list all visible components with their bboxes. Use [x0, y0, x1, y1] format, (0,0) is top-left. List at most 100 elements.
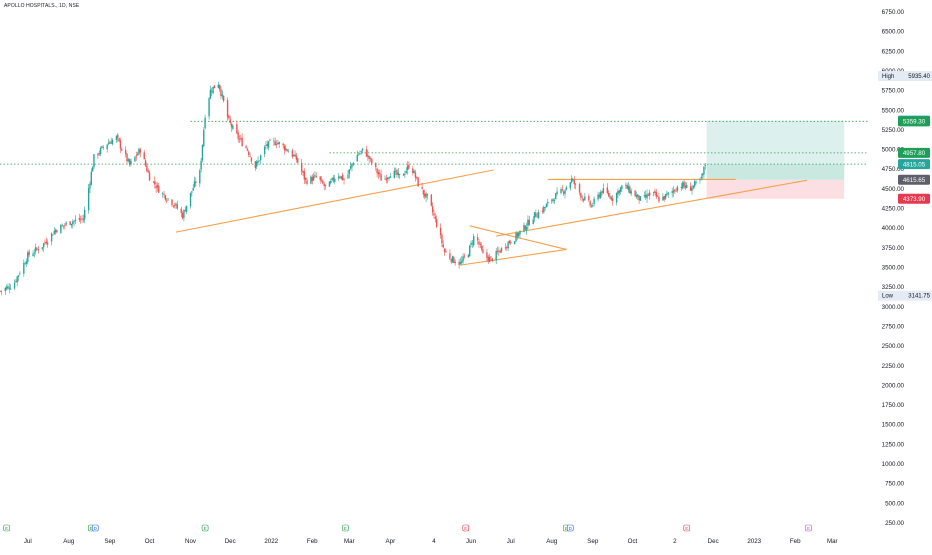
candle-body — [74, 219, 77, 221]
candle-body — [439, 227, 442, 236]
candle-body — [496, 250, 499, 252]
trendline-rising-support — [496, 179, 808, 237]
event-marker-glyph: D — [569, 526, 573, 531]
candle-body — [597, 194, 599, 200]
candle-body — [701, 173, 704, 176]
candle-body — [0, 290, 3, 292]
candle-body — [500, 247, 503, 252]
y-tick-label: 4250.00 — [882, 206, 905, 213]
candle-body — [394, 170, 397, 172]
y-tick-label: 6750.00 — [882, 9, 905, 16]
candle-body — [619, 187, 622, 192]
candle-body — [676, 186, 679, 191]
candle-body — [536, 216, 538, 218]
candle-body — [173, 205, 176, 206]
candle-body — [115, 136, 118, 140]
candle-body — [379, 173, 381, 175]
candle-body — [691, 187, 693, 191]
candle-body — [396, 169, 398, 175]
candle-body — [424, 193, 426, 197]
candle-body — [645, 194, 647, 198]
trendline-pennant-top — [469, 225, 567, 250]
x-tick-label: 2022 — [264, 538, 278, 545]
candle-body — [646, 193, 648, 199]
candle-body — [110, 141, 112, 144]
candle-body — [98, 153, 100, 155]
candle-body — [671, 191, 673, 194]
candle-body — [664, 194, 667, 199]
candle-body — [600, 192, 602, 198]
candle-body — [397, 172, 399, 176]
candle-body — [543, 206, 545, 213]
candle-body — [83, 210, 86, 220]
candle-body — [656, 195, 659, 197]
candle-body — [195, 181, 197, 184]
candle-body — [368, 156, 370, 160]
candle-body — [369, 158, 372, 159]
candle-body — [625, 184, 627, 186]
candle-body — [635, 195, 638, 198]
candle-body — [265, 145, 267, 146]
candle-body — [267, 141, 270, 148]
candle-body — [238, 139, 241, 140]
candle-body — [101, 146, 103, 148]
price-label-bg — [898, 174, 930, 185]
candle-body — [453, 257, 455, 263]
candle-body — [406, 165, 409, 171]
candle-body — [630, 190, 632, 194]
x-tick-label: Jul — [507, 538, 515, 545]
y-tick-label: 4750.00 — [882, 166, 905, 173]
candle-body — [72, 221, 74, 225]
candle-body — [319, 176, 321, 181]
candle-body — [365, 149, 368, 157]
candle-body — [181, 212, 184, 219]
event-marker-glyph: E — [565, 526, 568, 531]
candle-body — [412, 168, 414, 173]
candle-body — [569, 182, 571, 189]
candle-body — [553, 200, 556, 201]
event-marker-earnings — [3, 524, 10, 532]
candle-body — [211, 91, 213, 93]
y-tick-label: 6250.00 — [882, 48, 905, 55]
event-marker-earnings — [342, 524, 349, 532]
event-marker-earnings_neg — [683, 524, 691, 532]
x-tick-label: 2 — [673, 538, 677, 545]
candle-body — [393, 170, 396, 178]
candle-body — [121, 149, 123, 151]
candle-body — [294, 154, 296, 157]
candle-body — [328, 181, 331, 187]
candle-body — [361, 148, 364, 151]
candle-body — [459, 262, 462, 264]
candle-body — [663, 196, 665, 200]
hilo-label-value: 3141.75 — [908, 294, 930, 300]
candle-body — [180, 208, 182, 213]
candle-body — [443, 248, 446, 252]
candle-body — [220, 89, 222, 96]
candle-body — [158, 185, 160, 193]
candle-body — [413, 171, 415, 174]
candle-body — [487, 256, 489, 262]
candle-body — [139, 149, 141, 153]
candle-body — [527, 219, 529, 227]
candle-body — [580, 192, 582, 198]
candle-body — [97, 153, 99, 156]
candle-body — [430, 194, 433, 206]
candle-body — [609, 196, 611, 198]
x-tick-label: Dec — [225, 538, 236, 545]
candle-body — [486, 252, 488, 258]
candle-body — [249, 156, 251, 157]
candle-body — [508, 240, 511, 244]
y-tick-label: 1500.00 — [882, 422, 905, 429]
candle-body — [621, 185, 623, 189]
candle-body — [44, 242, 46, 243]
candle-body — [463, 255, 466, 257]
candle-body — [592, 205, 594, 207]
candle-body — [590, 205, 593, 207]
candle-body — [78, 218, 81, 220]
candle-body — [704, 165, 706, 166]
candle-body — [398, 174, 401, 175]
candle-body — [533, 212, 536, 219]
candle-body — [617, 191, 619, 195]
